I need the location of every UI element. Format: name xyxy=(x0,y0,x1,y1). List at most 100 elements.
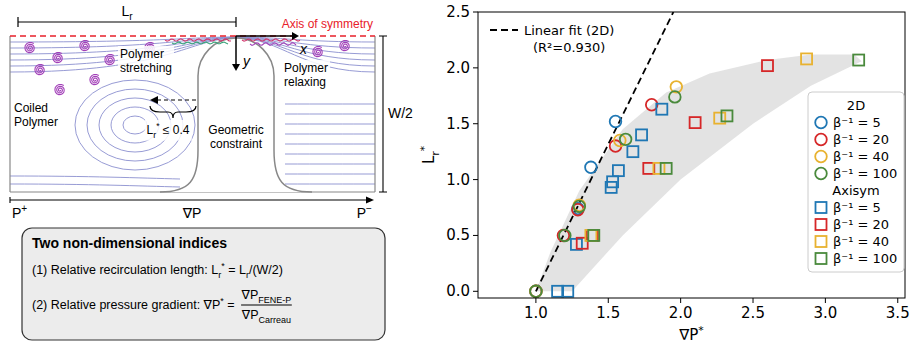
text-run: P xyxy=(357,205,366,221)
legend-label: β⁻¹ = 40 xyxy=(833,149,889,164)
x-axis-label: x xyxy=(299,41,308,57)
data-point xyxy=(762,60,773,71)
streamline xyxy=(10,37,375,42)
data-point xyxy=(585,161,597,173)
legend-label: β⁻¹ = 20 xyxy=(833,217,889,232)
x-tick xyxy=(825,298,826,303)
text-run: r xyxy=(129,11,133,22)
legend-marker xyxy=(816,202,827,213)
streamline xyxy=(285,164,375,165)
symmetry-axis xyxy=(10,35,375,37)
text-run: Coiled xyxy=(14,101,48,115)
recirculation-streamline xyxy=(75,80,195,170)
text-run: stretching xyxy=(120,61,172,75)
x-tick xyxy=(680,298,681,303)
data-point xyxy=(656,104,667,115)
half-width-bracket xyxy=(379,36,387,192)
text-run: L xyxy=(121,3,129,19)
y-tick-label: 2.5 xyxy=(446,3,470,21)
stretched-polymer xyxy=(242,39,300,41)
data-point xyxy=(530,285,542,297)
legend-marker xyxy=(815,168,827,180)
text-run: − xyxy=(366,203,372,214)
index-2: (2) Relative pressure gradient: ∇P* = xyxy=(32,296,238,312)
legend-label: β⁻¹ = 20 xyxy=(833,132,889,147)
figure: Axis of symmetryxyLrCoiledPolymerPolymer… xyxy=(0,0,919,347)
legend-group-title: 2D xyxy=(847,98,865,113)
coiled-polymer xyxy=(55,85,64,95)
streamlines xyxy=(10,37,375,187)
x-tick xyxy=(608,298,609,303)
data-point xyxy=(661,163,672,174)
text-run: Geometric xyxy=(208,123,263,137)
legend-marker xyxy=(816,253,827,264)
inlet-boundary xyxy=(9,36,10,192)
text-run: ∇P xyxy=(241,308,259,322)
y-axis-title: Lr* xyxy=(418,145,442,164)
text-run: + xyxy=(21,203,27,214)
streamline xyxy=(10,184,180,187)
y-tick-label: 1.0 xyxy=(446,171,470,189)
index-2-numerator: ∇PFENE-P xyxy=(241,288,292,305)
y-tick-label: 0.5 xyxy=(446,226,470,244)
data-point xyxy=(588,230,599,241)
text-run: = xyxy=(224,298,238,312)
text-run: constraint xyxy=(210,137,263,151)
data-point xyxy=(653,163,664,174)
symmetry-label: Axis of symmetry xyxy=(282,17,373,31)
text-run: ∇P xyxy=(241,288,259,302)
legend-label: β⁻¹ = 100 xyxy=(833,251,897,266)
text-run: ≤ 0.4 xyxy=(159,123,189,137)
y-tick-label: 1.5 xyxy=(446,115,470,133)
stretched-polymer xyxy=(250,43,296,46)
text-run: Polymer xyxy=(14,115,58,129)
fit-legend-sample xyxy=(490,29,518,31)
y-tick xyxy=(473,179,478,180)
diagram: Axis of symmetryxyLrCoiledPolymerPolymer… xyxy=(10,3,413,340)
legend-marker xyxy=(815,117,827,129)
coiled-polymer xyxy=(80,41,89,51)
x-tick xyxy=(753,298,754,303)
polymers xyxy=(25,39,349,95)
data-point xyxy=(530,285,542,297)
legend-label: β⁻¹ = 5 xyxy=(833,115,881,130)
indices-box xyxy=(22,228,385,340)
data-point xyxy=(669,91,681,103)
text-run: L xyxy=(211,263,218,277)
data-point xyxy=(636,129,647,140)
coiled-label: CoiledPolymer xyxy=(14,101,58,129)
label-patch xyxy=(145,120,192,141)
constraint-label: Geometricconstraint xyxy=(208,123,263,151)
index-2-denominator: ∇PCarreau xyxy=(241,308,291,325)
gradient-label: ∇P xyxy=(182,205,202,221)
label-patch xyxy=(12,100,60,130)
y-arrow xyxy=(235,36,237,64)
text-run: (1) Relative recirculation length: xyxy=(32,263,211,277)
legend-label: β⁻¹ = 5 xyxy=(833,200,881,215)
data-point xyxy=(801,53,812,64)
constraint-arrow xyxy=(156,99,196,100)
x-tick-label: 2.0 xyxy=(669,304,693,322)
x-tick xyxy=(535,298,536,303)
data-point xyxy=(562,286,573,297)
streamline xyxy=(285,124,375,125)
legend-marker xyxy=(815,134,827,146)
constraint-arrowhead xyxy=(150,96,158,104)
stretched-polymer xyxy=(172,42,228,44)
streamline xyxy=(285,104,375,105)
y-tick-label: 2.0 xyxy=(446,59,470,77)
legend-label: β⁻¹ = 40 xyxy=(833,234,889,249)
streamline xyxy=(10,38,375,60)
text-run: relaxing xyxy=(284,75,326,89)
pressure-arrow xyxy=(10,197,368,203)
legend-marker xyxy=(816,236,827,247)
x-tick xyxy=(897,298,898,303)
y-title-group: Lr* xyxy=(418,145,442,164)
data-point xyxy=(613,165,624,176)
outlet-label: P− xyxy=(357,203,372,221)
streamline xyxy=(285,184,375,185)
data-point xyxy=(585,230,596,241)
y-tick xyxy=(473,235,478,236)
data-point xyxy=(530,285,542,297)
data-point xyxy=(559,230,571,242)
